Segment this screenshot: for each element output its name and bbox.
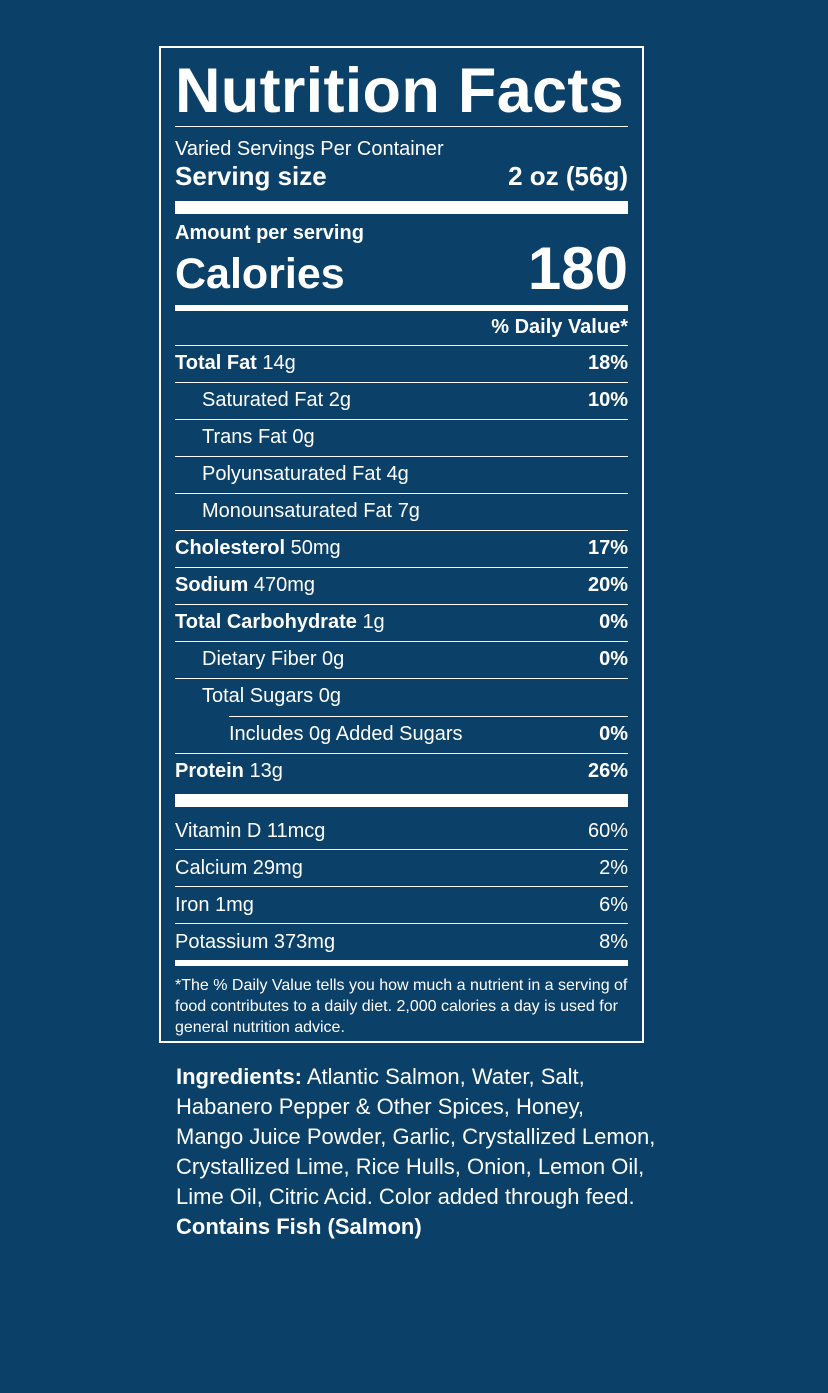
nutrient-label: Sodium xyxy=(175,574,249,596)
thick-divider xyxy=(175,794,628,807)
servings-per-container: Varied Servings Per Container xyxy=(175,138,444,160)
nutrient-name: Total Carbohydrate 1g xyxy=(175,605,385,641)
nutrient-daily-value: 26% xyxy=(587,760,628,782)
nutrient-row: Protein 13g 26% xyxy=(175,753,628,790)
nutrient-name: Protein 13g xyxy=(175,754,283,790)
nutrient-label: Total Carbohydrate xyxy=(175,611,357,633)
thick-divider xyxy=(175,201,628,214)
nutrient-row: Total Sugars 0g xyxy=(175,678,628,716)
label-title: Nutrition Facts xyxy=(175,56,625,126)
nutrient-amount: 14g xyxy=(262,352,296,374)
nutrient-amount: 0g xyxy=(322,648,345,670)
nutrient-name: Polyunsaturated Fat 4g xyxy=(175,457,409,493)
nutrient-row: Trans Fat 0g xyxy=(175,419,628,456)
medium-divider xyxy=(175,305,628,311)
nutrient-daily-value: 17% xyxy=(587,537,628,559)
calories-label: Calories xyxy=(175,250,345,298)
vitamin-name: Potassium 373mg xyxy=(175,931,336,953)
nutrition-facts-label: Nutrition Facts Varied Servings Per Cont… xyxy=(159,46,644,1043)
ingredients: Ingredients: Atlantic Salmon, Water, Sal… xyxy=(176,1062,656,1242)
ingredients-text: Ingredients: Atlantic Salmon, Water, Sal… xyxy=(176,1062,656,1212)
nutrient-amount: 0g xyxy=(318,685,341,707)
nutrient-label: Cholesterol xyxy=(175,537,286,559)
nutrient-label: Trans Fat xyxy=(202,426,287,448)
vitamin-row: Iron 1mg 6% xyxy=(175,886,628,923)
amount-per-serving: Amount per serving xyxy=(175,222,364,244)
nutrient-daily-value: 0% xyxy=(599,611,628,633)
nutrient-name: Sodium 470mg xyxy=(175,568,315,604)
vitamin-name: Iron 1mg xyxy=(175,894,254,916)
nutrient-name: Saturated Fat 2g xyxy=(175,383,351,419)
calories-value: 180 xyxy=(527,235,628,302)
vitamin-list: Vitamin D 11mcg 60% Calcium 29mg 2% Iron 1mg… xyxy=(175,813,628,960)
serving-size: Serving size 2 oz (56g) xyxy=(175,161,628,191)
daily-value-header: % Daily Value* xyxy=(491,316,628,338)
ingredients-label: Ingredients: xyxy=(176,1064,302,1089)
calories: Calories 180 xyxy=(175,239,628,299)
serving-size-value: 2 oz (56g) xyxy=(508,161,628,191)
nutrient-list: Total Fat 14g 18% Saturated Fat 2g 10% Trans… xyxy=(175,345,628,790)
vitamin-name: Calcium 29mg xyxy=(175,857,303,879)
allergen-statement: Contains Fish (Salmon) xyxy=(176,1214,422,1239)
vitamin-daily-value: 8% xyxy=(599,931,628,953)
vitamin-row: Calcium 29mg 2% xyxy=(175,849,628,886)
nutrient-daily-value: 18% xyxy=(587,352,628,374)
vitamin-daily-value: 6% xyxy=(599,894,628,916)
nutrient-row: Cholesterol 50mg 17% xyxy=(175,530,628,567)
nutrient-daily-value: 0% xyxy=(599,648,628,670)
nutrient-amount: 7g xyxy=(397,500,420,522)
nutrient-amount: 13g xyxy=(249,760,283,782)
nutrient-label: Protein xyxy=(175,760,244,782)
nutrient-label: Includes 0g Added Sugars xyxy=(229,723,463,745)
vitamin-name: Vitamin D 11mcg xyxy=(175,820,326,842)
vitamin-daily-value: 60% xyxy=(587,820,628,842)
nutrient-row: Polyunsaturated Fat 4g xyxy=(175,456,628,493)
vitamin-row: Potassium 373mg 8% xyxy=(175,923,628,960)
nutrient-row: Includes 0g Added Sugars 0% xyxy=(229,716,628,753)
nutrient-name: Includes 0g Added Sugars xyxy=(229,717,463,753)
nutrient-row: Saturated Fat 2g 10% xyxy=(175,382,628,419)
ingredients-list: Atlantic Salmon, Water, Salt, Habanero P… xyxy=(176,1064,656,1209)
nutrient-name: Total Sugars 0g xyxy=(175,679,341,716)
nutrient-label: Polyunsaturated Fat xyxy=(202,463,381,485)
nutrient-name: Total Fat 14g xyxy=(175,346,296,382)
nutrient-name: Trans Fat 0g xyxy=(175,420,315,456)
divider xyxy=(175,126,628,127)
nutrient-daily-value: 0% xyxy=(599,723,628,745)
nutrient-row: Dietary Fiber 0g 0% xyxy=(175,641,628,678)
nutrient-label: Total Fat xyxy=(175,352,257,374)
vitamin-row: Vitamin D 11mcg 60% xyxy=(175,813,628,849)
nutrient-label: Monounsaturated Fat xyxy=(202,500,393,522)
nutrient-amount: 1g xyxy=(362,611,385,633)
footnote: *The % Daily Value tells you how much a … xyxy=(175,977,628,1036)
nutrient-name: Monounsaturated Fat 7g xyxy=(175,494,420,530)
nutrient-label: Total Sugars xyxy=(202,685,314,707)
nutrient-amount: 0g xyxy=(292,426,315,448)
nutrient-amount: 4g xyxy=(386,463,409,485)
nutrient-row: Monounsaturated Fat 7g xyxy=(175,493,628,530)
nutrient-label: Dietary Fiber xyxy=(202,648,317,670)
nutrient-row: Total Fat 14g 18% xyxy=(175,345,628,382)
nutrient-amount: 50mg xyxy=(290,537,341,559)
nutrient-amount: 2g xyxy=(328,389,351,411)
nutrient-label: Saturated Fat xyxy=(202,389,324,411)
serving-size-label: Serving size xyxy=(175,161,327,191)
nutrient-name: Cholesterol 50mg xyxy=(175,531,341,567)
medium-divider xyxy=(175,960,628,966)
nutrient-daily-value: 10% xyxy=(587,389,628,411)
nutrient-row: Total Carbohydrate 1g 0% xyxy=(175,604,628,641)
nutrient-amount: 470mg xyxy=(253,574,316,596)
nutrient-daily-value: 20% xyxy=(587,574,628,596)
vitamin-daily-value: 2% xyxy=(599,857,628,879)
nutrient-row: Sodium 470mg 20% xyxy=(175,567,628,604)
nutrient-name: Dietary Fiber 0g xyxy=(175,642,344,678)
